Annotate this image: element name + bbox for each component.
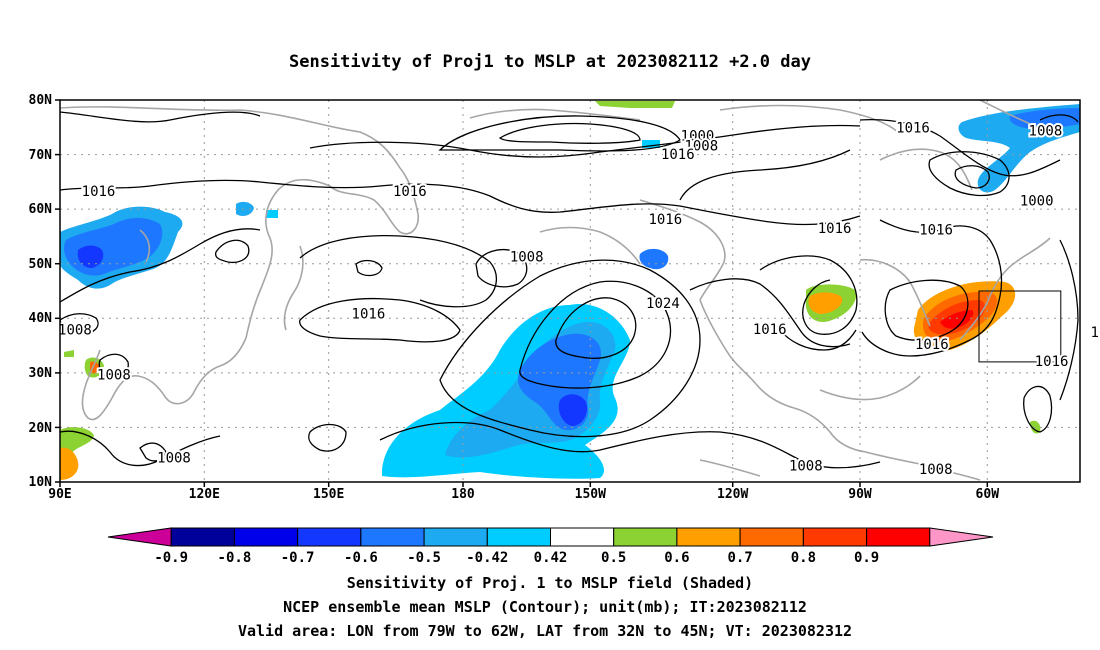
lat-label-50n: 50N (29, 257, 53, 272)
contour-label: 1016 (393, 184, 427, 200)
colorbar-tick-label: 0.6 (664, 550, 689, 566)
shade-negative-nw-pacific (639, 248, 669, 270)
colorbar: -0.9 -0.8 -0.7 -0.6 -0.5 -0.42 0.42 0.5 0.6 0.7 0.… (107, 527, 994, 566)
latitude-labels: 80N 70N 60N 50N 40N 30N 20N 10N (29, 93, 53, 490)
contour-label: 1016 (896, 120, 930, 136)
coastlines (60, 100, 1051, 481)
colorbar-arrow-high (929, 527, 994, 547)
contour-label: 1016 (352, 306, 386, 322)
shade-positive-atlantic (1030, 420, 1041, 434)
colorbar-segment (233, 527, 299, 547)
colorbar-tick-label: -0.42 (466, 550, 508, 566)
contour-label: 1016 (818, 221, 852, 237)
caption-line-3: Valid area: LON from 79W to 62W, LAT fro… (238, 622, 852, 640)
colorbar-tick-label: -0.5 (407, 550, 441, 566)
mslp-contours (60, 111, 1079, 469)
colorbar-arrow-low (107, 527, 172, 547)
lat-label-70n: 70N (29, 148, 53, 163)
lon-label-150e: 150E (313, 487, 344, 502)
contour-label: 1016 (82, 184, 116, 200)
shade-positive-north (595, 101, 675, 108)
contour-label: 1016 (1035, 354, 1069, 370)
colorbar-segment (739, 527, 804, 547)
lat-label-10n: 10N (29, 475, 53, 490)
lon-label-90e: 90E (48, 487, 71, 502)
lon-label-150w: 150W (575, 487, 606, 502)
shade-positive-west-small (64, 350, 74, 357)
longitude-labels: 90E 120E 150E 180 150W 120W 90W 60W (48, 487, 999, 502)
contour-label: 1008 (789, 459, 823, 475)
lon-label-90w: 90W (848, 487, 872, 502)
shade-positive-west-edge-core (60, 447, 79, 480)
figure-caption: Sensitivity of Proj. 1 to MSLP field (Sh… (238, 574, 852, 640)
colorbar-labels: -0.9 -0.8 -0.7 -0.6 -0.5 -0.42 0.42 0.5 0.6 0.7 0.… (154, 550, 879, 566)
colorbar-segment (423, 527, 488, 547)
colorbar-segment (613, 527, 678, 547)
colorbar-segment (676, 527, 741, 547)
lon-label-60w: 60W (976, 487, 1000, 502)
lat-label-80n: 80N (29, 93, 53, 108)
colorbar-tick-label: 0.42 (534, 550, 568, 566)
contour-label: 1016 (915, 337, 949, 353)
axis-ticks (55, 99, 989, 487)
shade-negative-asia-core (77, 245, 104, 268)
lat-lon-grid (60, 100, 1080, 482)
colorbar-tick-label: -0.6 (344, 550, 378, 566)
caption-line-1: Sensitivity of Proj. 1 to MSLP field (Sh… (347, 574, 753, 592)
contour-label: 1008 (1091, 325, 1100, 341)
contour-label: 1008 (684, 138, 718, 154)
lon-label-120w: 120W (717, 487, 748, 502)
lat-label-20n: 20N (29, 421, 53, 436)
contour-label: 1016 (661, 147, 695, 163)
colorbar-tick-label: 0.5 (601, 550, 626, 566)
colorbar-segment (170, 527, 235, 547)
colorbar-tick-label: -0.9 (154, 550, 188, 566)
colorbar-tick-label: 0.7 (727, 550, 752, 566)
contour-label: 1008 (510, 250, 544, 266)
contour-label: 1008 (58, 323, 92, 339)
lat-label-60n: 60N (29, 202, 53, 217)
shade-positive-central-us-core (808, 292, 843, 314)
lon-label-180: 180 (451, 487, 475, 502)
contour-label: 1008 (97, 368, 131, 384)
colorbar-tick-label: -0.7 (281, 550, 315, 566)
colorbar-tick-label: -0.8 (218, 550, 252, 566)
contour-label: 1016 (919, 222, 953, 238)
valid-area-box (978, 290, 1062, 363)
colorbar-segment (866, 527, 931, 547)
colorbar-segment (297, 527, 362, 547)
caption-line-2: NCEP ensemble mean MSLP (Contour); unit(… (283, 598, 807, 616)
lon-label-120e: 120E (189, 487, 220, 502)
contour-label: 1000 (681, 129, 715, 145)
colorbar-tick-label: 0.9 (854, 550, 879, 566)
contour-label: 1008 (1029, 124, 1063, 140)
lat-label-40n: 40N (29, 311, 53, 326)
lat-label-30n: 30N (29, 366, 53, 381)
colorbar-segment (802, 527, 868, 547)
contour-label: 1016 (648, 212, 682, 228)
contour-label: 1024 (646, 296, 680, 312)
colorbar-segment (550, 527, 615, 547)
figure-title: Sensitivity of Proj1 to MSLP at 20230821… (289, 52, 811, 72)
shade-negative-small-2 (266, 210, 278, 218)
contour-label: 1008 (157, 450, 191, 466)
shade-negative-small-3 (236, 201, 254, 216)
contour-label: 1008 (919, 462, 953, 478)
colorbar-segment (486, 527, 551, 547)
colorbar-tick-label: 0.8 (791, 550, 816, 566)
shade-positive-west-blob-core (90, 361, 100, 374)
contour-label: 1016 (753, 322, 787, 338)
shade-positive-us-east-core (940, 310, 974, 329)
colorbar-segments (107, 527, 994, 547)
contour-label: 1000 (1020, 193, 1054, 209)
shade-negative-pacific-core (558, 394, 588, 426)
map-frame (59, 99, 1081, 483)
colorbar-segment (360, 527, 425, 547)
